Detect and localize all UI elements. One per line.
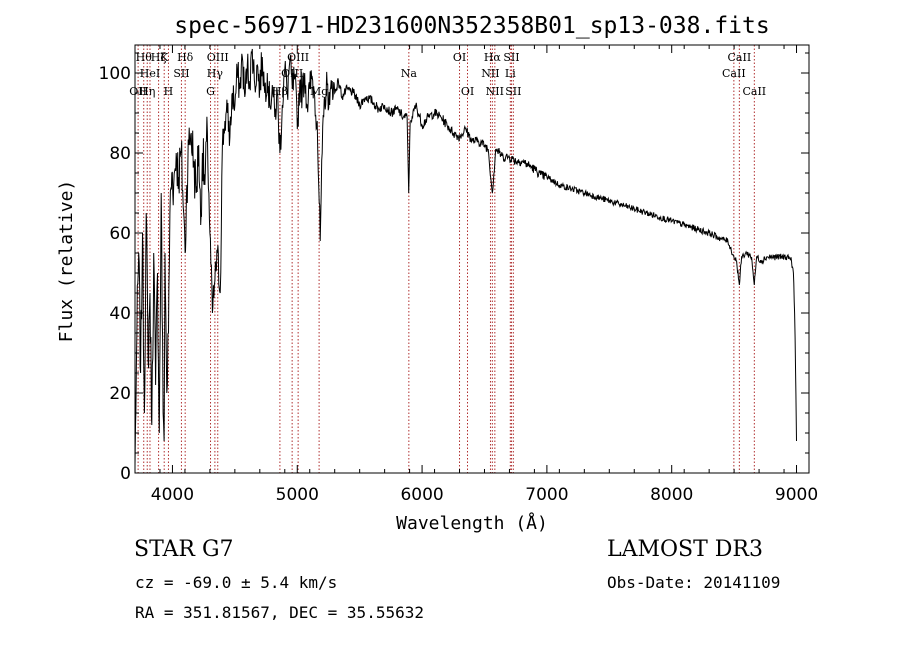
line-marker-label: SII xyxy=(503,51,519,64)
line-marker-label: H xyxy=(164,85,174,98)
y-axis-ticks: 0 20 40 60 80 100 xyxy=(99,52,809,484)
chart-title: spec-56971-HD231600N352358B01_sp13-038.f… xyxy=(174,13,769,39)
line-marker-label: OIII xyxy=(287,51,309,64)
line-marker-label: CaII xyxy=(728,51,752,64)
line-marker-label: CaII xyxy=(722,67,746,80)
y-tick-label: 80 xyxy=(109,144,131,164)
x-axis-ticks: 4000 5000 6000 7000 8000 9000 xyxy=(134,45,818,505)
object-class: STAR G7 xyxy=(134,537,234,562)
line-marker-label: Na xyxy=(401,67,418,80)
x-tick-label: 5000 xyxy=(276,485,319,505)
y-tick-label: 40 xyxy=(109,304,131,324)
line-marker-label: OI xyxy=(453,51,466,64)
y-tick-label: 100 xyxy=(99,64,131,84)
y-tick-label: 0 xyxy=(120,464,131,484)
line-marker-label: OII xyxy=(129,85,147,98)
line-marker-label: NII xyxy=(486,85,504,98)
line-marker-label: Hα xyxy=(484,51,502,64)
line-marker-label: K xyxy=(160,51,169,64)
x-tick-label: 4000 xyxy=(151,485,194,505)
x-axis-label: Wavelength (Å) xyxy=(396,512,548,534)
x-tick-label: 9000 xyxy=(775,485,818,505)
line-marker-label: NII xyxy=(481,67,499,80)
spectrum-series-line xyxy=(134,48,797,466)
line-marker-label: OI xyxy=(461,85,474,98)
line-label-layer: OIIHθHηHeIHζKHSIIHδGHγOIIIHβOIIIOIIIMgNa… xyxy=(129,51,766,98)
x-tick-label: 7000 xyxy=(525,485,568,505)
line-marker-label: Hγ xyxy=(207,67,224,80)
y-axis-label: Flux (relative) xyxy=(56,180,77,343)
line-marker-label: Hθ xyxy=(136,51,153,64)
line-marker-label: Li xyxy=(505,67,516,80)
line-marker-label: SII xyxy=(505,85,521,98)
line-marker-label: CaII xyxy=(742,85,766,98)
line-marker-label: Hδ xyxy=(177,51,194,64)
survey-name: LAMOST DR3 xyxy=(607,537,763,562)
y-tick-label: 60 xyxy=(109,224,131,244)
observation-date: Obs-Date: 20141109 xyxy=(607,573,781,592)
line-marker-label: HeI xyxy=(140,67,160,80)
line-marker-label: Hζ xyxy=(151,51,167,64)
x-tick-label: 6000 xyxy=(400,485,443,505)
line-marker-label: Hη xyxy=(139,85,155,98)
line-marker-label: OIII xyxy=(207,51,229,64)
plot-frame xyxy=(134,44,810,474)
redshift-cz: cz = -69.0 ± 5.4 km/s xyxy=(135,573,338,592)
line-marker-layer xyxy=(137,45,755,473)
ra-dec-coordinates: RA = 351.81567, DEC = 35.55632 xyxy=(135,603,424,622)
y-tick-label: 20 xyxy=(109,384,131,404)
x-tick-label: 8000 xyxy=(650,485,693,505)
line-marker-label: SII xyxy=(173,67,189,80)
line-marker-label: G xyxy=(206,85,215,98)
